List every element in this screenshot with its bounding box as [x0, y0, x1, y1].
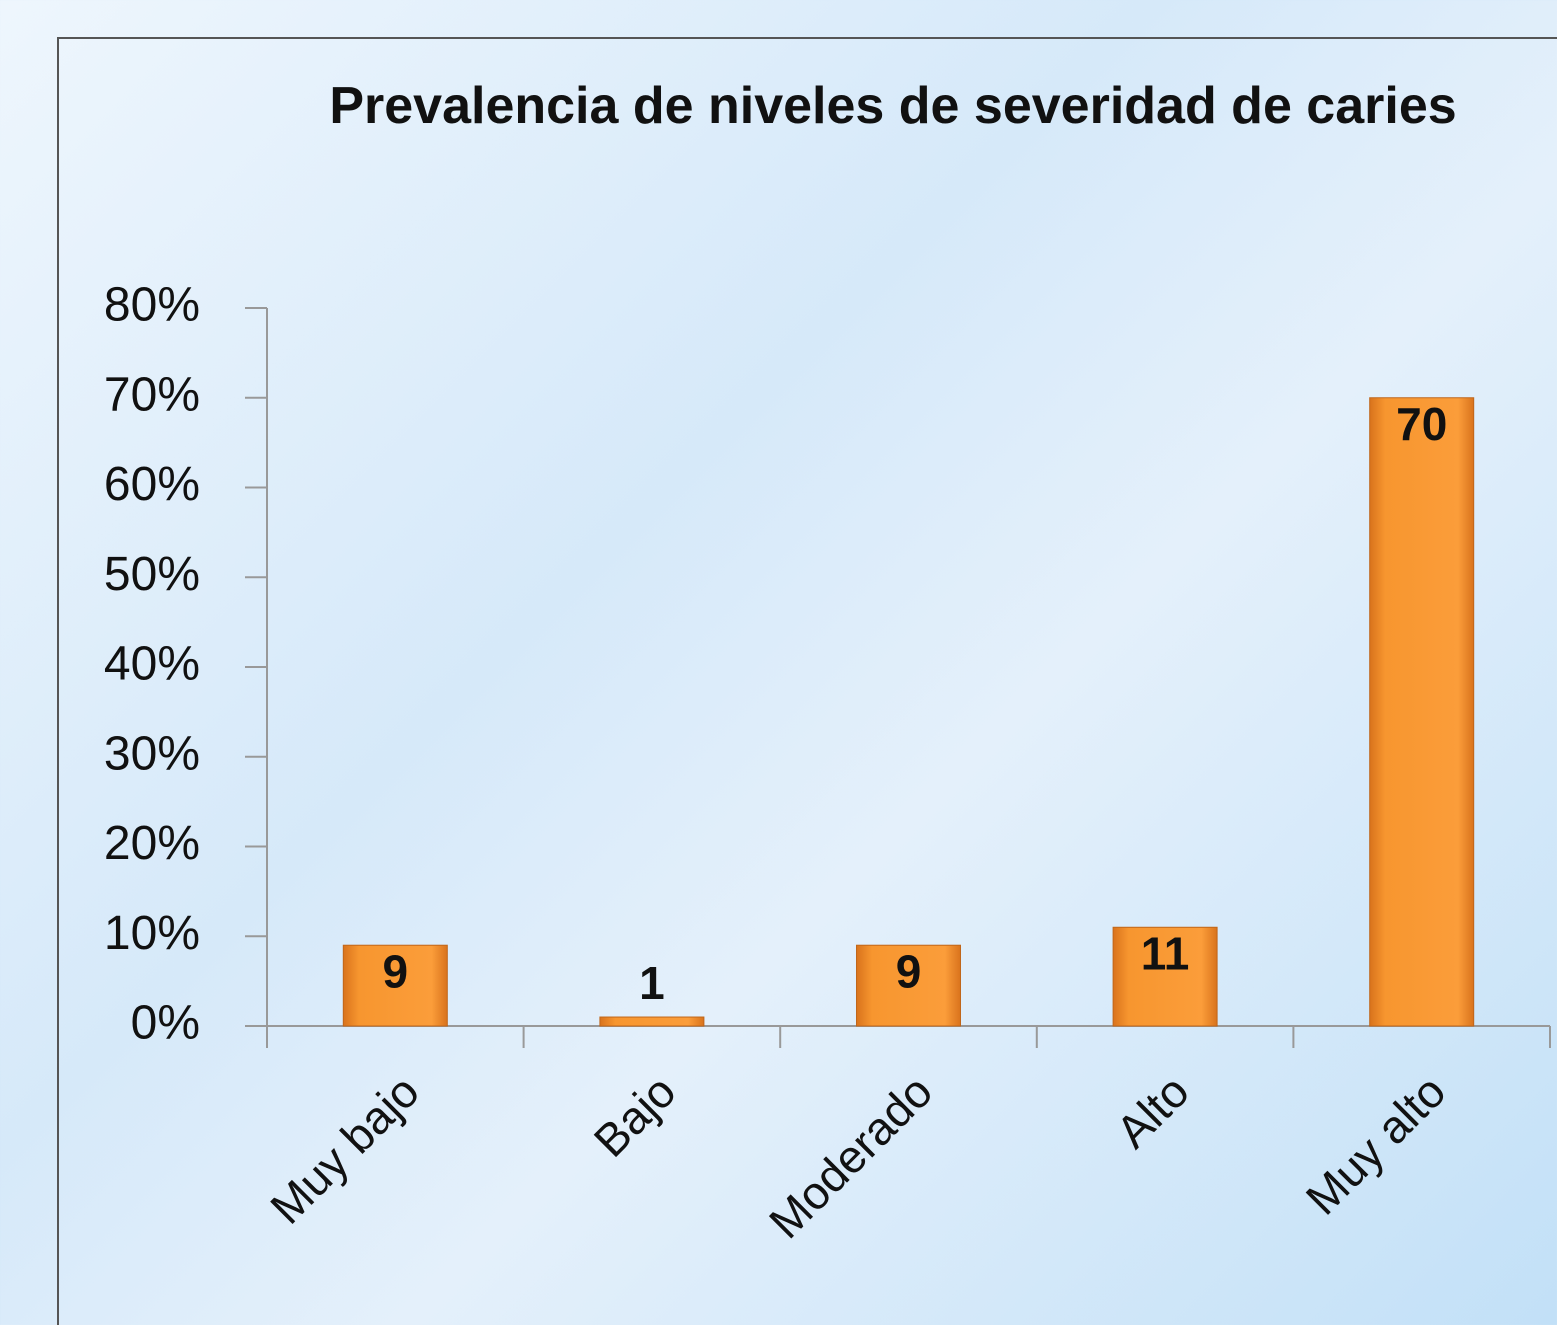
- bar: [1369, 397, 1475, 1027]
- data-label: 1: [639, 957, 665, 1009]
- data-label: 9: [896, 945, 922, 997]
- y-tick-label: 0%: [131, 997, 200, 1050]
- data-label: 9: [383, 945, 409, 997]
- x-tick-label: Bajo: [584, 1065, 686, 1167]
- x-tick-label: Muy bajo: [260, 1065, 429, 1234]
- y-tick-label: 20%: [104, 817, 200, 870]
- x-tick-label-group: Muy alto: [1296, 1065, 1456, 1225]
- bar: [856, 944, 961, 1027]
- x-tick-label-group: Alto: [1106, 1065, 1199, 1158]
- y-tick-label: 60%: [104, 458, 200, 511]
- chart-title: Prevalencia de niveles de severidad de c…: [329, 77, 1457, 135]
- y-tick-label: 70%: [104, 368, 200, 421]
- x-tick-label: Muy alto: [1296, 1065, 1456, 1225]
- y-tick-label: 40%: [104, 638, 200, 691]
- data-label: 70: [1396, 398, 1447, 450]
- x-tick-label: Alto: [1106, 1065, 1199, 1158]
- bar: [342, 944, 448, 1027]
- y-tick-label: 50%: [104, 548, 200, 601]
- bar: [1112, 926, 1218, 1027]
- y-tick-label: 80%: [104, 279, 200, 332]
- x-tick-label-group: Moderado: [759, 1065, 942, 1248]
- data-label: 11: [1141, 927, 1190, 979]
- x-tick-label: Moderado: [759, 1065, 942, 1248]
- y-tick-label: 10%: [104, 907, 200, 960]
- y-tick-label: 30%: [104, 727, 200, 780]
- x-tick-label-group: Bajo: [584, 1065, 686, 1167]
- bar: [599, 1016, 705, 1027]
- chart-frame: [57, 37, 1557, 1325]
- x-tick-label-group: Muy bajo: [260, 1065, 429, 1234]
